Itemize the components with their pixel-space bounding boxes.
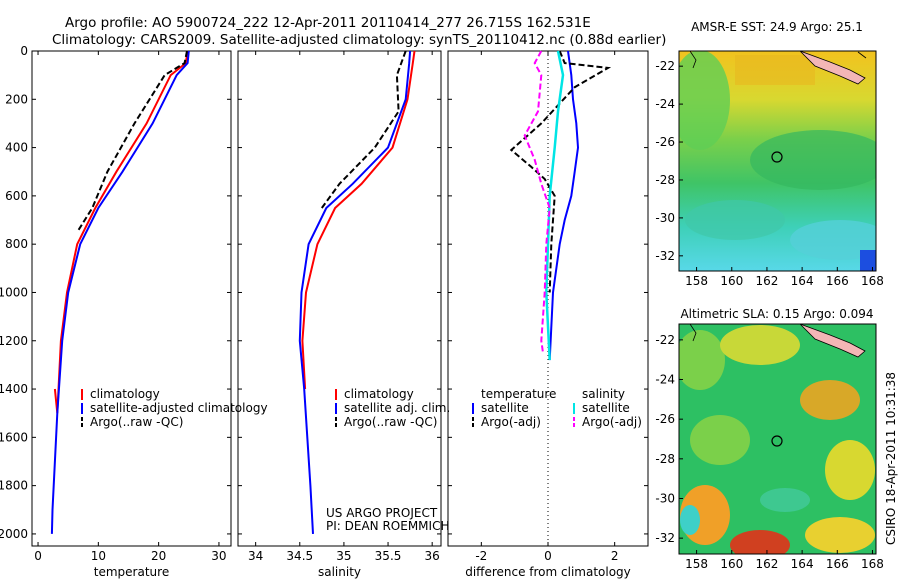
series-line-argo-adj- [523,50,551,353]
x-tick-label: 168 [861,274,884,288]
x-tick-label: 162 [755,557,778,571]
x-tick-label: 30 [211,549,226,563]
y-tick-label: -24 [655,97,675,111]
y-tick-label: -28 [655,452,675,466]
legend-entry: Argo(..raw -QC) [90,415,183,429]
y-tick-label: -28 [655,173,675,187]
x-axis-label: salinity [318,565,361,579]
float-location-marker [771,151,783,163]
series-line-satellite-adj-clim- [298,50,412,534]
series-line-climatology [301,50,416,390]
y-tick-label: -32 [655,249,675,263]
legend-entry: climatology [344,387,414,401]
x-tick-label: 162 [755,274,778,288]
series-line-argo-adj- [509,50,612,293]
x-tick-label: 158 [685,274,708,288]
x-tick-label: 0 [544,549,552,563]
legend-header: salinity [582,387,625,401]
series-line-satellite-adjusted-climatology [50,50,190,534]
series-line-argo-raw-qc- [76,50,188,233]
y-tick-label: 1600 [0,430,28,444]
x-axis-label: difference from climatology [465,565,631,579]
legend-entry: climatology [90,387,160,401]
y-tick-label: -30 [655,491,675,505]
legend-entry: satellite [481,401,529,415]
salinity-axes-box [237,50,442,547]
series-line-satellite [548,50,580,361]
x-tick-label: 0 [34,549,42,563]
y-tick-label: 1000 [0,285,28,299]
y-tick-label: 0 [20,44,28,58]
legend-entry: Argo(-adj) [481,415,541,429]
y-tick-label: -22 [655,333,675,347]
y-tick-label: -24 [655,373,675,387]
y-tick-label: 1400 [0,382,28,396]
series-line-climatology [53,50,189,414]
y-tick-label: -26 [655,135,675,149]
x-tick-label: 36 [425,549,440,563]
legend-entry: Argo(-adj) [582,415,642,429]
x-tick-label: 164 [791,274,814,288]
y-tick-label: -32 [655,531,675,545]
y-tick-label: -26 [655,412,675,426]
legend-entry: Argo(..raw -QC) [344,415,437,429]
salinity-panel: 34 34.5 35 35.5 36 salinity climatologysatelli… [237,50,450,579]
title-line1: Argo profile: AO 5900724_222 12-Apr-2011… [65,15,591,31]
sst-map: AMSR-E SST: 24.9 Argo: 25.1 158 160 162 164… [655,20,884,288]
x-axis-label: temperature [94,565,169,579]
x-tick-label: 160 [720,557,743,571]
y-tick-label: 400 [5,141,28,155]
y-tick-label: 600 [5,189,28,203]
x-tick-label: 35 [336,549,351,563]
y-tick-label: 2000 [0,527,28,541]
project-label: US ARGO PROJECT [326,506,438,520]
x-tick-label: 158 [685,557,708,571]
x-tick-label: 168 [861,557,884,571]
x-tick-label: 34 [248,549,263,563]
legend-entry: satellite adj. clim. [344,401,450,415]
x-tick-label: 166 [826,274,849,288]
x-tick-label: 10 [91,549,106,563]
legend-entry: satellite-adjusted climatology [90,401,268,415]
y-tick-label: 1800 [0,479,28,493]
x-tick-label: 2 [611,549,619,563]
y-tick-label: 800 [5,237,28,251]
x-tick-label: 160 [720,274,743,288]
x-tick-label: 164 [791,557,814,571]
x-tick-label: 35.5 [375,549,402,563]
float-location-marker [771,435,783,447]
x-tick-label: 166 [826,557,849,571]
temperature-axes-box [31,50,232,547]
y-tick-label: -30 [655,211,675,225]
sla-map-title: Altimetric SLA: 0.15 Argo: 0.094 [680,307,873,321]
series-line-argo-raw-qc- [320,50,407,209]
series-line-satellite [545,50,565,361]
y-tick-label: -22 [655,59,675,73]
temperature-panel: 0 10 20 30 temperature 0 200 400 600 800 1000 1200 1… [0,44,268,579]
x-tick-label: 20 [151,549,166,563]
x-tick-label: -2 [475,549,487,563]
legend-header: temperature [481,387,556,401]
sst-map-title: AMSR-E SST: 24.9 Argo: 25.1 [691,20,863,34]
difference-panel: -2 0 2 difference from climatology temperatu… [447,50,649,579]
sla-map: Altimetric SLA: 0.15 Argo: 0.094 158 160 1… [655,307,884,571]
y-tick-label: 200 [5,92,28,106]
csiro-timestamp: CSIRO 18-Apr-2011 10:31:38 [884,372,898,545]
title-line2: Climatology: CARS2009. Satellite-adjuste… [52,32,666,48]
y-tick-label: 1200 [0,334,28,348]
pi-label: PI: DEAN ROEMMICH [326,519,449,533]
legend-entry: satellite [582,401,630,415]
x-tick-label: 34.5 [286,549,313,563]
